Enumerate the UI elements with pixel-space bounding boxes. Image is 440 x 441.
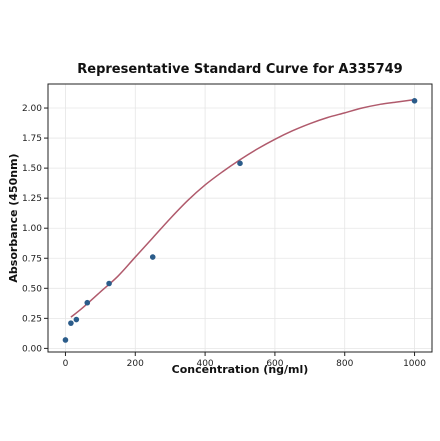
y-tick-label: 0.50 <box>22 284 42 294</box>
y-tick-label: 0.75 <box>22 254 42 264</box>
x-tick-label: 400 <box>196 359 213 369</box>
x-tick-label: 0 <box>63 359 69 369</box>
data-point <box>68 320 74 326</box>
y-tick-label: 0.00 <box>22 344 42 354</box>
data-point <box>62 337 69 343</box>
data-point <box>149 254 156 260</box>
grid-lines <box>48 84 432 352</box>
x-axis-label: Concentration (ng/ml) <box>172 363 309 376</box>
y-tick-label: 2.00 <box>22 104 42 114</box>
y-tick-label: 1.25 <box>22 194 42 204</box>
data-point <box>84 299 91 306</box>
x-tick-label: 800 <box>336 359 353 369</box>
x-axis-ticks: 0 200 400 600 800 1000 <box>63 352 426 369</box>
data-point <box>411 98 418 104</box>
plot-frame <box>47 83 433 353</box>
y-axis-ticks: 0.00 0.25 0.50 0.75 1.00 1.25 1.50 1.75 2.00 <box>22 104 48 354</box>
data-point <box>106 280 112 287</box>
x-tick-label: 1000 <box>403 359 426 369</box>
data-points-layer <box>62 98 418 343</box>
fit-curve-line <box>70 98 415 318</box>
y-tick-label: 0.25 <box>22 314 42 324</box>
data-point <box>237 160 243 167</box>
fit-curve-layer <box>70 98 415 318</box>
data-point <box>73 316 80 323</box>
x-tick-label: 600 <box>266 359 283 369</box>
y-tick-label: 1.75 <box>22 134 42 144</box>
y-tick-label: 1.00 <box>22 224 42 234</box>
x-tick-label: 200 <box>127 359 144 369</box>
chart-title: Representative Standard Curve for A33574… <box>77 62 402 77</box>
y-axis-label: Absorbance (450nm) <box>7 153 20 282</box>
y-tick-label: 1.50 <box>22 164 42 174</box>
